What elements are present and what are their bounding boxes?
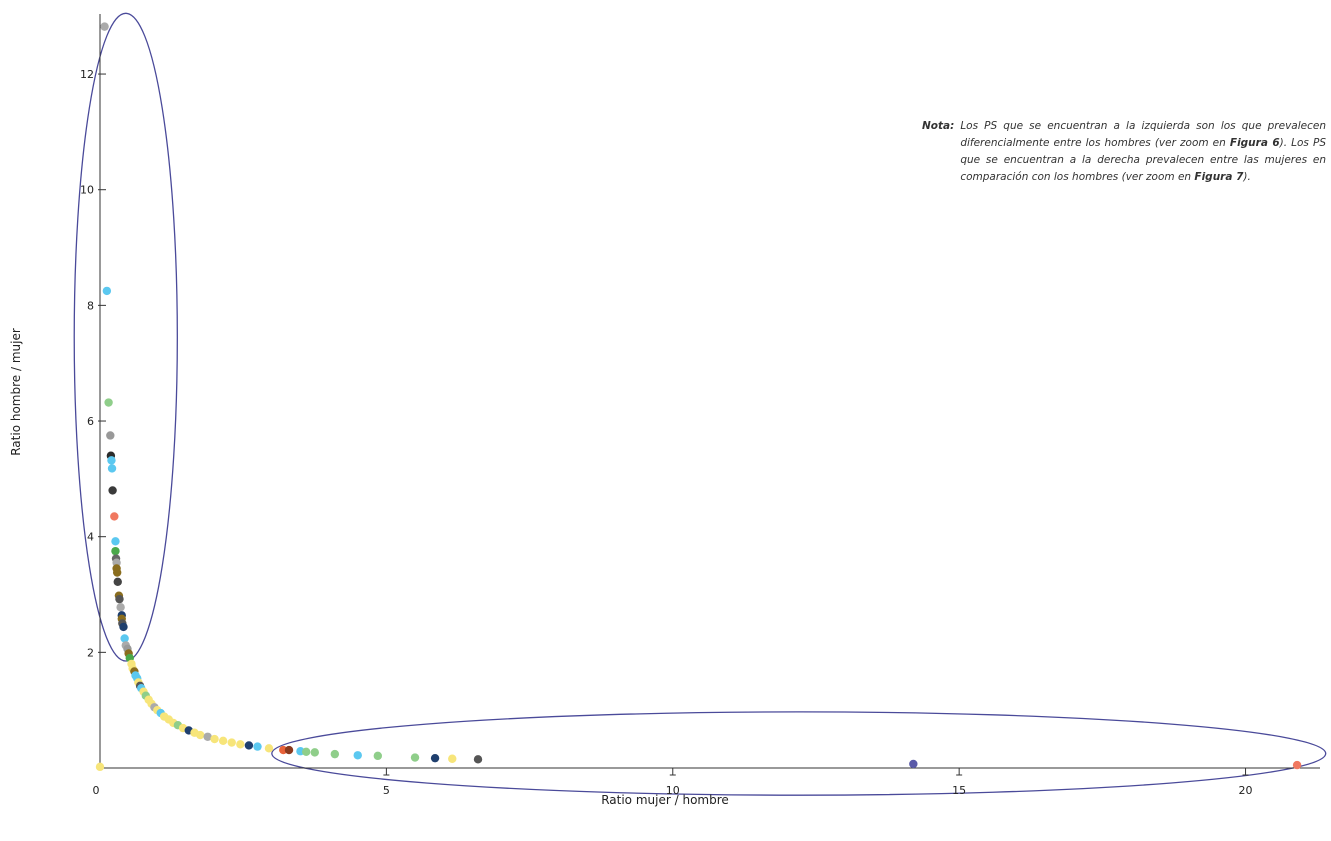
data-point bbox=[330, 749, 340, 759]
data-point bbox=[104, 398, 113, 407]
note-text-2: ). Los PS que se encuentran a la derecha… bbox=[960, 137, 1326, 183]
data-point bbox=[111, 537, 120, 546]
data-point bbox=[116, 603, 125, 612]
data-point bbox=[102, 286, 112, 296]
data-point bbox=[410, 753, 420, 762]
data-point bbox=[448, 754, 457, 763]
note-figure-7: Figura 7 bbox=[1194, 171, 1244, 183]
data-point bbox=[112, 568, 122, 577]
data-point bbox=[430, 753, 440, 763]
y-tick-label: 4 bbox=[87, 531, 94, 544]
data-point bbox=[107, 464, 117, 473]
y-tick-label: 2 bbox=[87, 646, 94, 659]
data-point bbox=[284, 745, 294, 755]
data-point bbox=[95, 762, 105, 772]
chart-note: Nota: Los PS que se encuentran a la izqu… bbox=[922, 118, 1326, 186]
note-text-1: Los PS que se encuentran a la izquierda … bbox=[960, 120, 1326, 149]
note-body: Los PS que se encuentran a la izquierda … bbox=[960, 118, 1326, 186]
data-point bbox=[100, 22, 109, 31]
data-point bbox=[310, 748, 319, 757]
x-tick-label: 15 bbox=[952, 784, 966, 797]
x-tick-label: 10 bbox=[666, 784, 680, 797]
highlight-ellipse-mujeres bbox=[271, 711, 1327, 796]
data-point bbox=[301, 747, 311, 757]
data-point bbox=[113, 577, 122, 586]
note-label: Nota: bbox=[922, 120, 955, 132]
data-point bbox=[1292, 760, 1302, 770]
x-tick-label: 20 bbox=[1239, 784, 1253, 797]
y-tick-label: 12 bbox=[80, 68, 94, 81]
note-figure-6: Figura 6 bbox=[1229, 137, 1280, 149]
data-point bbox=[236, 740, 245, 749]
data-point bbox=[106, 431, 115, 440]
data-point bbox=[253, 742, 262, 751]
data-point bbox=[244, 741, 254, 750]
data-point bbox=[909, 759, 918, 769]
data-point bbox=[227, 738, 236, 747]
data-point bbox=[111, 546, 120, 556]
data-point bbox=[115, 594, 124, 604]
y-tick-label: 6 bbox=[87, 415, 94, 428]
data-point bbox=[108, 486, 117, 495]
data-point bbox=[110, 512, 119, 521]
highlight-ellipses bbox=[73, 12, 1327, 796]
y-tick-label: 8 bbox=[87, 299, 94, 312]
highlight-ellipse-hombres bbox=[73, 12, 178, 662]
data-point bbox=[119, 622, 128, 632]
note-text-3: ). bbox=[1243, 171, 1251, 183]
y-tick-label: 10 bbox=[80, 184, 94, 197]
data-point bbox=[373, 751, 382, 761]
x-axis-title: Ratio mujer / hombre bbox=[601, 793, 729, 807]
x-tick-label: 5 bbox=[383, 784, 390, 797]
data-point bbox=[218, 736, 228, 746]
data-point bbox=[264, 744, 274, 753]
data-points bbox=[95, 22, 1302, 772]
data-point bbox=[473, 755, 483, 764]
data-point bbox=[107, 456, 116, 465]
data-point bbox=[203, 732, 212, 741]
y-axis-title: Ratio hombre / mujer bbox=[9, 328, 23, 456]
data-point bbox=[120, 634, 129, 643]
x-tick-label: 0 bbox=[93, 784, 100, 797]
data-point bbox=[210, 734, 219, 744]
data-point bbox=[112, 558, 121, 567]
axes: 0 5 10 15 20 2 4 6 8 10 12 bbox=[80, 14, 1320, 797]
data-point bbox=[196, 730, 205, 740]
data-point bbox=[353, 751, 362, 760]
